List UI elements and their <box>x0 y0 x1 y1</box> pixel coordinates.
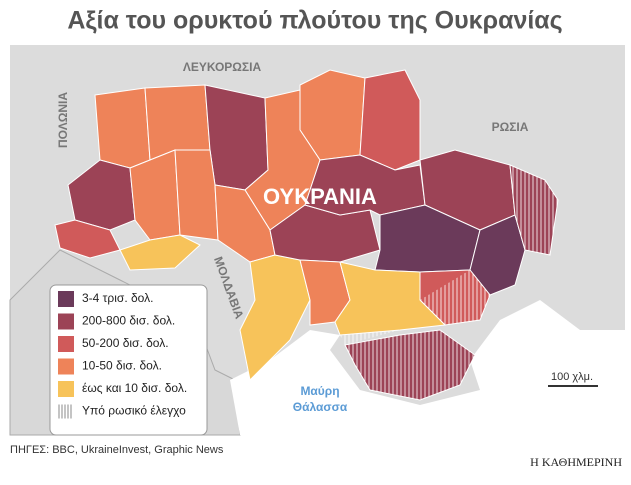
legend-label: 3-4 τρισ. δολ. <box>82 291 153 305</box>
region <box>94 87 151 169</box>
source: ΠΗΓΕΣ: BBC, UkraineInvest, Graphic News <box>10 444 224 456</box>
country-label: ΡΩΣΙΑ <box>492 120 529 134</box>
black-sea <box>230 300 625 435</box>
scale-bar: 100 χλμ. <box>548 371 598 387</box>
legend-label: Υπό ρωσικό έλεγχο <box>82 404 186 418</box>
country-label: ΛΕΥΚΟΡΩΣΙΑ <box>183 60 262 74</box>
legend-swatch <box>58 313 74 330</box>
legend-swatch <box>58 291 74 307</box>
legend-box <box>49 284 208 436</box>
region <box>174 149 219 241</box>
hatch-area <box>340 165 558 400</box>
occupied-hatching <box>340 165 558 400</box>
region <box>144 84 211 161</box>
region <box>119 234 201 271</box>
sea-label: Μαύρη <box>300 384 339 398</box>
region <box>359 69 421 171</box>
legend-label: 50-200 δισ. δολ. <box>82 336 169 350</box>
legend-label: 10-50 δισ. δολ. <box>82 359 162 373</box>
ukraine-label: ΟΥΚΡΑΝΙΑ <box>263 184 377 209</box>
legend: 3-4 τρισ. δολ. 200-800 δισ. δολ. 50-200 δι… <box>49 284 208 436</box>
region <box>334 261 447 336</box>
region <box>204 84 269 191</box>
scale-label: 100 χλμ. <box>551 371 593 383</box>
legend-label: έως και 10 δισ. δολ. <box>82 381 187 395</box>
legend-label: 200-800 δισ. δολ. <box>82 314 175 328</box>
sea-label: Θάλασσα <box>293 400 348 414</box>
country-label: ΠΟΛΩΝΙΑ <box>56 92 70 148</box>
legend-swatch <box>58 358 74 375</box>
legend-swatch <box>58 336 74 352</box>
legend-swatch <box>58 381 74 397</box>
publisher: Η ΚΑΘΗΜΕΡΙΝΗ <box>530 455 622 469</box>
title: Αξία του ορυκτού πλούτου της Ουκρανίας <box>67 7 562 35</box>
